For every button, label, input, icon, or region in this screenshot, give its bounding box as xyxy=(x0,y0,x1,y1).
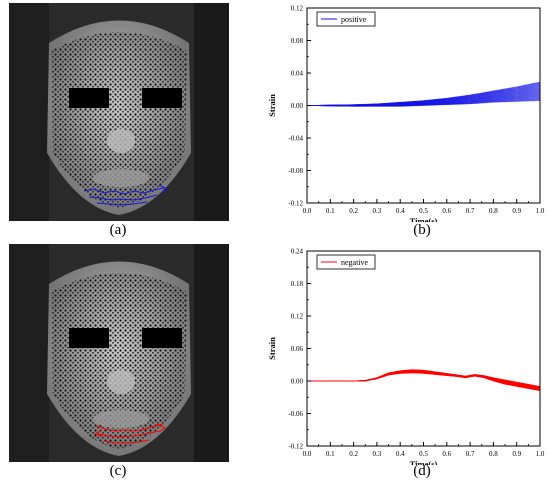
eye-mask-left-a xyxy=(69,88,109,108)
caption-d: (d) xyxy=(413,463,431,479)
chart-b-xtick-label-6: 0.6 xyxy=(442,207,451,215)
chart-d-legend: negative xyxy=(316,254,376,270)
chart-positive-strain: 0.0 0.1 0.2 0.3 0.4 0.5 0.6 0.7 0.8 0.9 1.0 -0.12 -0… xyxy=(267,5,545,223)
chart-d-series-negative xyxy=(307,369,541,392)
face-photo-a xyxy=(9,3,229,221)
chart-b-ytick-label-3: 0.00 xyxy=(291,102,304,110)
chart-d-legend-label: negative xyxy=(341,258,369,267)
chart-b-legend: positive xyxy=(316,11,376,27)
chart-b-series-positive xyxy=(306,81,541,107)
marker-points-c xyxy=(93,423,166,444)
chart-d-line-39 xyxy=(307,369,541,387)
chart-d-legend-box xyxy=(316,254,376,270)
chart-b-legend-box xyxy=(316,11,376,27)
chart-d-ytick-label-2: 0.00 xyxy=(291,378,304,386)
chart-d-plot-frame xyxy=(306,250,541,447)
chart-d-xtick-label-10: 1.0 xyxy=(536,450,545,458)
chart-d-ytick-label-3: 0.06 xyxy=(291,345,304,353)
chart-b-xtick-label-4: 0.4 xyxy=(396,207,405,215)
caption-c: (c) xyxy=(109,463,127,479)
chart-d-xtick-label-2: 0.2 xyxy=(349,450,358,458)
chart-d-xtick-label-9: 0.9 xyxy=(512,450,521,458)
chart-b-line-39 xyxy=(306,81,541,106)
chart-b-xtick-label-0: 0.0 xyxy=(303,207,312,215)
marker-points-a xyxy=(83,184,168,206)
face-photo-c xyxy=(9,244,229,462)
caption-b: (b) xyxy=(413,222,431,238)
eye-mask-right-a xyxy=(142,88,182,108)
chart-b-xtick-label-8: 0.8 xyxy=(489,207,498,215)
chart-b-xtick-label-3: 0.3 xyxy=(373,207,382,215)
chart-b-ytick-label-0: -0.12 xyxy=(288,200,303,208)
chart-b-xtick-label-10: 1.0 xyxy=(536,207,545,215)
chart-d-xtick-label-6: 0.6 xyxy=(442,450,451,458)
chart-b-xlabel: Time(s) xyxy=(410,216,438,222)
chart-b-xtick-label-5: 0.5 xyxy=(419,207,428,215)
chart-b-ytick-label-2: -0.04 xyxy=(288,135,303,143)
chart-d-xtick-label-7: 0.7 xyxy=(466,450,475,458)
chart-b-ylabel: Strain xyxy=(267,94,277,117)
chart-d-ytick-label-4: 0.12 xyxy=(291,313,304,321)
chart-d-xlabel: Time(s) xyxy=(410,459,438,465)
caption-a: (a) xyxy=(109,222,127,238)
chart-b-ytick-label-5: 0.08 xyxy=(291,37,304,45)
chart-d-xtick-label-8: 0.8 xyxy=(489,450,498,458)
chart-d-ylabel: Strain xyxy=(267,337,277,360)
chart-d-ytick-label-6: 0.24 xyxy=(291,248,304,256)
chart-d-xtick-label-5: 0.5 xyxy=(419,450,428,458)
chart-d-xtick-label-1: 0.1 xyxy=(326,450,335,458)
chart-b-legend-label: positive xyxy=(341,15,367,24)
chart-b-ytick-label-4: 0.04 xyxy=(291,70,304,78)
chart-b-ytick-label-1: -0.08 xyxy=(288,167,303,175)
chart-d-xtick-label-4: 0.4 xyxy=(396,450,405,458)
chart-negative-strain: 0.0 0.1 0.2 0.3 0.4 0.5 0.6 0.7 0.8 0.9 1.0 -0.12 -0… xyxy=(267,248,545,466)
chart-d-xtick-label-3: 0.3 xyxy=(373,450,382,458)
chart-b-xtick-label-7: 0.7 xyxy=(466,207,475,215)
chart-d-ytick-label-5: 0.18 xyxy=(291,280,304,288)
chart-d-ytick-label-1: -0.06 xyxy=(288,410,303,418)
chart-b-xtick-label-9: 0.9 xyxy=(512,207,521,215)
chart-b-xtick-label-1: 0.1 xyxy=(326,207,335,215)
chart-d-ytick-label-0: -0.12 xyxy=(288,443,303,451)
chart-d-xtick-label-0: 0.0 xyxy=(303,450,312,458)
chart-b-ytick-label-6: 0.12 xyxy=(291,5,304,13)
eye-mask-left-c xyxy=(69,328,109,348)
chart-b-xtick-label-2: 0.2 xyxy=(349,207,358,215)
eye-mask-right-c xyxy=(142,328,182,348)
